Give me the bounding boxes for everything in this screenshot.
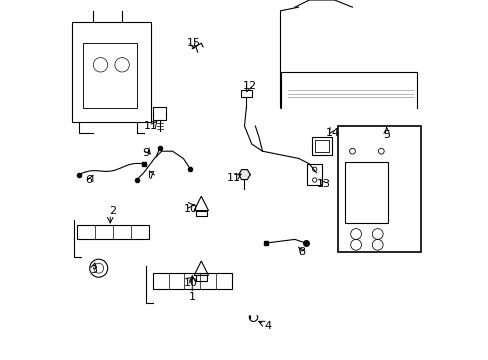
Bar [307, 164, 321, 185]
Text: 10: 10 [183, 278, 197, 288]
Text: 10: 10 [183, 204, 197, 214]
Bar [152, 273, 231, 289]
Text: 9: 9 [142, 148, 149, 158]
Text: 11: 11 [143, 121, 158, 131]
Text: 5: 5 [383, 130, 389, 140]
Bar [337, 126, 420, 252]
Bar [72, 22, 151, 122]
Polygon shape [238, 170, 250, 180]
Bar [311, 137, 331, 155]
Text: 12: 12 [243, 81, 256, 91]
Text: 15: 15 [187, 38, 201, 48]
Text: 6: 6 [85, 175, 92, 185]
Bar [196, 211, 206, 216]
Text: 2: 2 [109, 206, 117, 216]
Bar [82, 43, 136, 108]
Bar [241, 90, 251, 97]
Bar [196, 275, 206, 281]
Text: 11: 11 [226, 173, 240, 183]
Text: 1: 1 [188, 292, 195, 302]
Bar [345, 162, 387, 223]
Text: 3: 3 [90, 265, 97, 275]
Text: 8: 8 [298, 247, 305, 257]
Bar [77, 225, 149, 239]
Text: 13: 13 [316, 179, 330, 189]
Bar [314, 140, 328, 152]
Bar [153, 107, 166, 120]
Text: 7: 7 [147, 171, 154, 181]
Text: 14: 14 [325, 128, 339, 138]
Text: 4: 4 [264, 321, 271, 331]
